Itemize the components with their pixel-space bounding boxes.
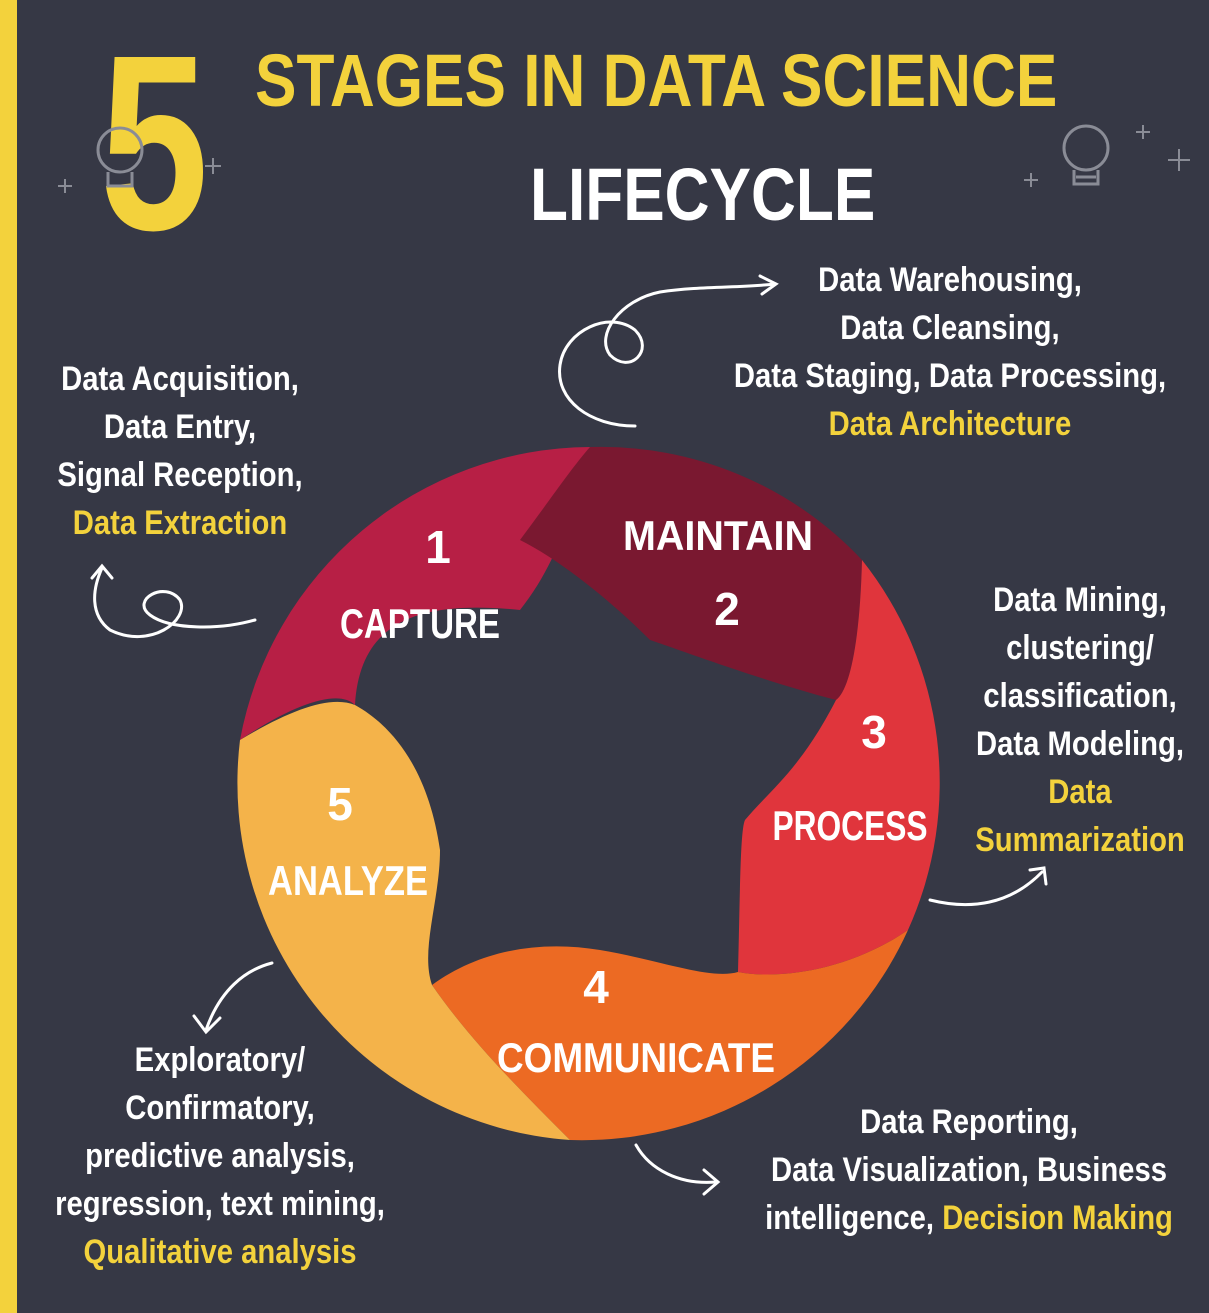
arrow-icon (192, 961, 274, 1035)
arrow-icon (928, 866, 1048, 907)
stage-number-4: 4 (583, 961, 609, 1013)
process-note-highlight: Summarization (975, 821, 1185, 859)
analyze-note-line: predictive analysis, (85, 1137, 355, 1175)
maintain-note-line: Data Staging, Data Processing, (733, 357, 1167, 395)
process-note-line: clustering/ (1006, 629, 1154, 667)
maintain-note-highlight: Data Architecture (828, 405, 1072, 443)
maintain-note-line: Data Warehousing, (818, 261, 1082, 299)
communicate-note-line: Data Visualization, Business (771, 1151, 1167, 1189)
communicate-note-highlight: Decision Making (942, 1199, 1173, 1237)
arrow-icon (90, 563, 257, 638)
process-note: Data Mining, clustering/ classification,… (968, 576, 1192, 864)
maintain-note: Data Warehousing, Data Cleansing, Data S… (726, 256, 1173, 448)
process-note-line: Data Mining, (993, 581, 1167, 619)
lightbulb-icon (96, 126, 144, 188)
arrow-icon (634, 1143, 721, 1196)
capture-note-line: Signal Reception, (57, 456, 303, 494)
stage-segment-process (738, 560, 940, 975)
communicate-note: Data Reporting, Data Visualization, Busi… (763, 1098, 1174, 1242)
stage-number-3: 3 (861, 706, 887, 758)
analyze-note-highlight: Qualitative analysis (83, 1233, 357, 1271)
communicate-note-text: intelligence, (765, 1199, 943, 1237)
stage-segment-analyze (237, 701, 570, 1140)
analyze-note-line: regression, text mining, (55, 1185, 385, 1223)
communicate-note-line: intelligence, Decision Making (763, 1194, 1174, 1242)
title-line-2: LIFECYCLE (530, 153, 876, 236)
capture-note: Data Acquisition, Data Entry, Signal Rec… (51, 355, 309, 547)
stage-name-communicate: COMMUNICATE (497, 1034, 775, 1081)
analyze-note-line: Confirmatory, (125, 1089, 315, 1127)
analyze-note-line: Exploratory/ (134, 1041, 306, 1079)
communicate-note-line: Data Reporting, (860, 1103, 1078, 1141)
stage-segment-capture (240, 447, 590, 740)
stage-name-process: PROCESS (773, 802, 928, 849)
stage-name-maintain: MAINTAIN (623, 512, 813, 559)
stage-name-capture: CAPTURE (340, 600, 500, 647)
process-note-line: Data Modeling, (976, 725, 1184, 763)
stage-segment-maintain (520, 446, 862, 700)
arrow-icon (558, 274, 779, 428)
lightbulb-icon (1062, 124, 1110, 186)
process-note-line: classification, (983, 677, 1177, 715)
stage-name-analyze: ANALYZE (268, 857, 428, 904)
stage-number-1: 1 (425, 521, 451, 573)
title-line-1: STAGES IN DATA SCIENCE (255, 39, 1058, 122)
title-number: 5 (100, 3, 208, 282)
capture-note-line: Data Acquisition, (61, 360, 299, 398)
sparkle-icon (58, 125, 1190, 193)
left-accent-bar (0, 0, 17, 1313)
analyze-note: Exploratory/ Confirmatory, predictive an… (48, 1036, 392, 1276)
stage-segment-communicate (432, 930, 908, 1141)
capture-note-line: Data Entry, (103, 408, 257, 446)
stage-number-5: 5 (327, 778, 353, 830)
capture-note-highlight: Data Extraction (72, 504, 288, 542)
stage-number-2: 2 (714, 583, 740, 635)
process-note-highlight: Data (1048, 773, 1112, 811)
maintain-note-line: Data Cleansing, (840, 309, 1060, 347)
